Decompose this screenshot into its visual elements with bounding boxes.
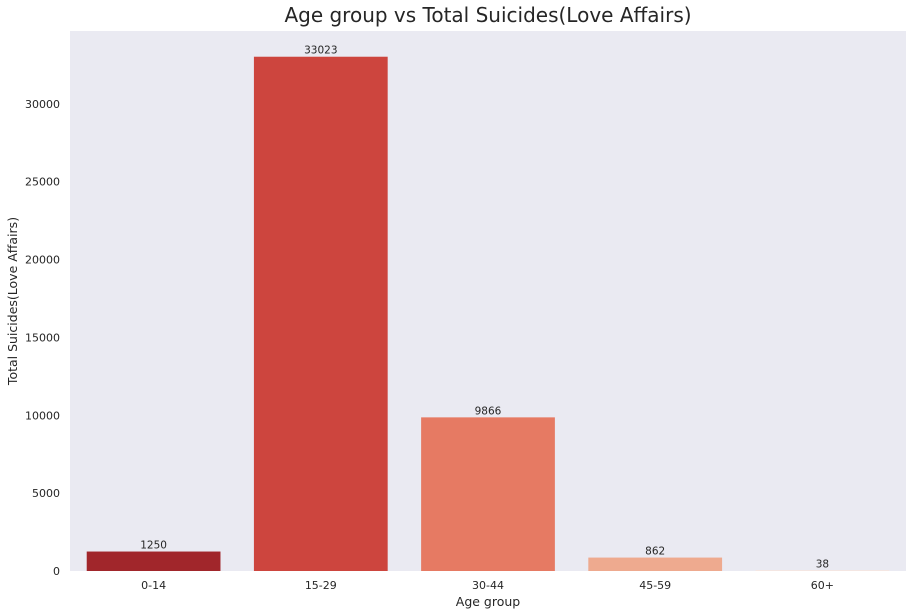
data-label: 9866 [475, 405, 502, 417]
x-axis-ticks: 0-14 15-29 30-44 45-59 60+ [141, 579, 834, 592]
data-label: 862 [645, 546, 665, 558]
x-tick-label: 15-29 [305, 579, 337, 592]
x-axis-label: Age group [456, 594, 521, 609]
y-tick-label: 15000 [25, 331, 60, 344]
data-label: 33023 [304, 45, 337, 57]
x-tick-label: 30-44 [472, 579, 504, 592]
y-tick-label: 5000 [32, 487, 60, 500]
data-label: 1250 [140, 540, 167, 552]
y-axis-label: Total Suicides(Love Affairs) [5, 217, 20, 386]
y-tick-label: 20000 [25, 254, 60, 267]
bar-0-14 [86, 551, 221, 571]
y-tick-label: 0 [53, 565, 60, 578]
y-tick-label: 10000 [25, 409, 60, 422]
bars-group [86, 56, 890, 572]
x-tick-label: 0-14 [141, 579, 166, 592]
bar-60+ [755, 570, 890, 571]
y-tick-label: 30000 [25, 98, 60, 111]
data-label: 38 [816, 558, 829, 570]
x-tick-label: 45-59 [639, 579, 671, 592]
bar-30-44 [421, 417, 555, 571]
y-tick-label: 25000 [25, 176, 60, 189]
data-labels-group: 1250 33023 9866 862 38 [140, 45, 829, 571]
bar-15-29 [253, 56, 388, 572]
chart-title: Age group vs Total Suicides(Love Affairs… [284, 3, 691, 27]
y-axis-ticks: 0 5000 10000 15000 20000 25000 30000 [25, 98, 60, 578]
bar-45-59 [588, 557, 723, 571]
x-tick-label: 60+ [811, 579, 834, 592]
